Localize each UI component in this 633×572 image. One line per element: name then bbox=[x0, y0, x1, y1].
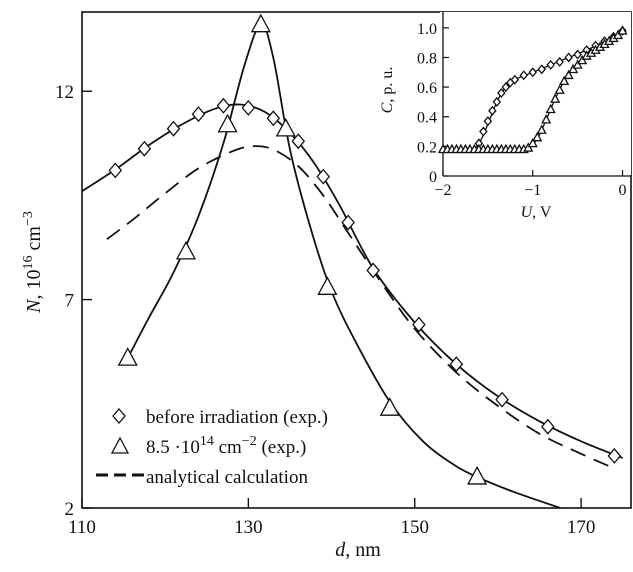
y-tick-label: 12 bbox=[55, 82, 74, 103]
inset-plot: −2 −1 0 0 0.2 0.4 0.6 0.8 1.0 U, V C, p. u. bbox=[379, 12, 631, 221]
inset-series-1-point bbox=[488, 105, 497, 116]
inset-series-2-point bbox=[617, 25, 628, 35]
inset-series-2-point bbox=[545, 103, 556, 114]
inset-x-tick-label: 0 bbox=[619, 182, 627, 199]
x-tick-label: 130 bbox=[234, 517, 263, 538]
legend-item-before-irradiation: before irradiation (exp.) bbox=[112, 407, 328, 428]
inset-series-2-point bbox=[568, 63, 579, 74]
series-line-3 bbox=[106, 145, 615, 470]
series-1-point bbox=[607, 447, 622, 464]
inset-ticks: −2 −1 0 0 0.2 0.4 0.6 0.8 1.0 bbox=[417, 21, 627, 199]
inset-y-tick-label: 0.6 bbox=[417, 80, 437, 97]
inset-y-tick-label: 0.8 bbox=[417, 50, 437, 67]
legend-item-irradiated: 8.5 ·1014 cm−2 (exp.) bbox=[110, 434, 306, 458]
series-line-2 bbox=[127, 23, 561, 508]
inset-series-1-point bbox=[479, 126, 488, 137]
series-1-point bbox=[216, 97, 231, 114]
legend-label-analytical: analytical calculation bbox=[146, 467, 308, 488]
inset-series-2-point bbox=[572, 59, 583, 69]
inset-series-2-point bbox=[527, 137, 538, 148]
series-1-point bbox=[341, 214, 355, 231]
series-1-point bbox=[316, 168, 331, 185]
legend-label-before-irradiation: before irradiation (exp.) bbox=[146, 407, 328, 428]
series-1-point bbox=[412, 316, 426, 333]
inset-series-2-point bbox=[559, 75, 570, 86]
series-1-point bbox=[541, 418, 555, 435]
inset-series-1-point bbox=[492, 96, 502, 107]
inset-series-1-point bbox=[537, 64, 546, 75]
inset-series-1-point bbox=[564, 52, 573, 63]
series-1-point bbox=[266, 110, 281, 127]
series-1-point bbox=[291, 133, 306, 150]
inset-x-tick-label: −1 bbox=[524, 182, 541, 199]
inset-series-1-point bbox=[483, 116, 493, 127]
inset-series bbox=[437, 25, 628, 154]
inset-y-tick-label: 1.0 bbox=[417, 21, 437, 38]
series-1-point bbox=[366, 262, 380, 279]
inset-series-2-point bbox=[550, 93, 561, 103]
main-plot-frame bbox=[81, 11, 632, 509]
inset-series-1-point bbox=[555, 56, 564, 67]
series-1-point bbox=[166, 120, 181, 137]
inset-y-axis-label: C, p. u. bbox=[379, 67, 396, 114]
inset-x-axis-label: U, V bbox=[521, 204, 552, 221]
inset-series-1-point bbox=[510, 74, 520, 85]
inset-series-1-point bbox=[519, 70, 529, 81]
inset-series-1-point bbox=[573, 49, 582, 60]
inset-series-2-point bbox=[554, 84, 565, 94]
series-1-point bbox=[108, 162, 123, 179]
y-tick-label: 2 bbox=[65, 499, 75, 520]
series-2-point bbox=[175, 240, 197, 260]
series-1-point bbox=[137, 140, 152, 157]
inset-series-1-point bbox=[501, 82, 511, 93]
series-2-point bbox=[317, 276, 338, 295]
series-1-point bbox=[191, 106, 206, 123]
legend-item-analytical: analytical calculation bbox=[96, 467, 308, 488]
legend-triangle-marker bbox=[110, 436, 130, 454]
series-2-point bbox=[250, 13, 271, 33]
series-2-point bbox=[467, 465, 488, 485]
legend: before irradiation (exp.) 8.5 ·1014 cm−2… bbox=[96, 407, 328, 488]
legend-label-irradiated: 8.5 ·1014 cm−2 (exp.) bbox=[146, 434, 306, 458]
main-ticks: 110 130 150 170 2 7 12 bbox=[55, 82, 595, 538]
inset-y-tick-label: 0 bbox=[429, 169, 437, 186]
main-series bbox=[82, 13, 624, 508]
y-tick-label: 7 bbox=[65, 291, 75, 312]
legend-diamond-marker bbox=[112, 408, 126, 424]
inset-series-2-point bbox=[577, 54, 588, 65]
inset-series-2-point bbox=[541, 114, 552, 124]
inset-series-1-point bbox=[528, 67, 538, 78]
series-2-point bbox=[217, 113, 238, 133]
inset-y-tick-label: 0.4 bbox=[417, 110, 437, 127]
inset-series-1-point bbox=[497, 88, 506, 99]
x-tick-label: 110 bbox=[68, 517, 96, 538]
inset-y-tick-label: 0.2 bbox=[417, 139, 437, 156]
series-2-point bbox=[275, 117, 296, 137]
series-1-point bbox=[241, 99, 256, 116]
series-1-point bbox=[449, 356, 464, 373]
series-2-point bbox=[117, 347, 138, 366]
inset-series-2-point bbox=[536, 124, 547, 134]
x-axis-label: d, nm bbox=[335, 539, 381, 561]
main-plot: 110 130 150 170 2 7 12 d, nm N, 1016 cm−3 bbox=[21, 11, 632, 561]
series-1-point bbox=[495, 391, 509, 408]
x-tick-label: 150 bbox=[400, 517, 429, 538]
inset-series-2-point bbox=[563, 69, 574, 80]
inset-series-2-point bbox=[532, 131, 543, 142]
inset-x-tick-label: −2 bbox=[434, 182, 451, 199]
y-axis-label: N, 1016 cm−3 bbox=[21, 211, 45, 314]
series-2-point bbox=[379, 397, 400, 416]
inset-series-1-point bbox=[546, 59, 555, 70]
inset-series-2-point bbox=[612, 29, 624, 40]
x-tick-label: 170 bbox=[567, 517, 596, 538]
inset-series-2-point bbox=[523, 142, 534, 152]
